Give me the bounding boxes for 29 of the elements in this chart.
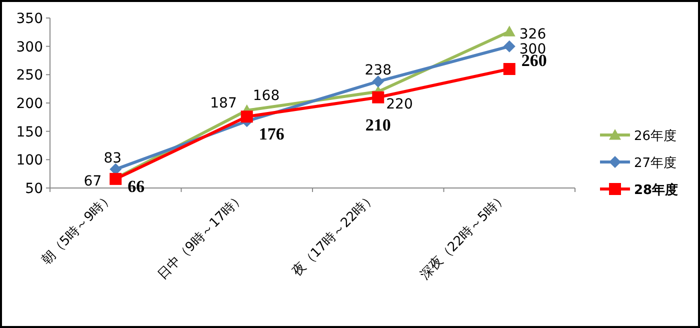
y-tick-label: 200 [16, 96, 43, 112]
point [240, 110, 253, 123]
y-tick-label: 150 [16, 124, 43, 140]
data-label: 238 [364, 62, 392, 78]
point [503, 40, 516, 52]
y-tick-label: 100 [16, 152, 43, 169]
point [503, 26, 516, 36]
legend-label: 26年度 [634, 128, 677, 144]
point [503, 63, 516, 75]
point [372, 75, 384, 88]
data-label: 187 [210, 95, 237, 112]
y-tick-label: 250 [16, 68, 43, 84]
x-tick-label: 夜（17時～22時） [289, 190, 379, 280]
x-tick-label: 日中（9時～17時） [155, 190, 248, 283]
y-tick-label: 350 [16, 11, 43, 27]
data-label: 168 [252, 88, 280, 104]
y-tick-label: 50 [25, 181, 43, 197]
data-label: 66 [128, 176, 145, 196]
data-label: 176 [258, 124, 284, 144]
data-label: 67 [84, 173, 102, 190]
x-tick-label: 深夜（22時～5時） [416, 190, 510, 283]
legend-label: 28年度 [634, 182, 678, 198]
data-label: 220 [386, 96, 413, 113]
data-label: 326 [519, 26, 546, 43]
legend-label: 27年度 [634, 155, 677, 171]
data-label: 83 [104, 150, 122, 166]
data-label: 210 [365, 115, 391, 134]
y-tick-label: 300 [16, 39, 43, 56]
point [372, 91, 384, 104]
